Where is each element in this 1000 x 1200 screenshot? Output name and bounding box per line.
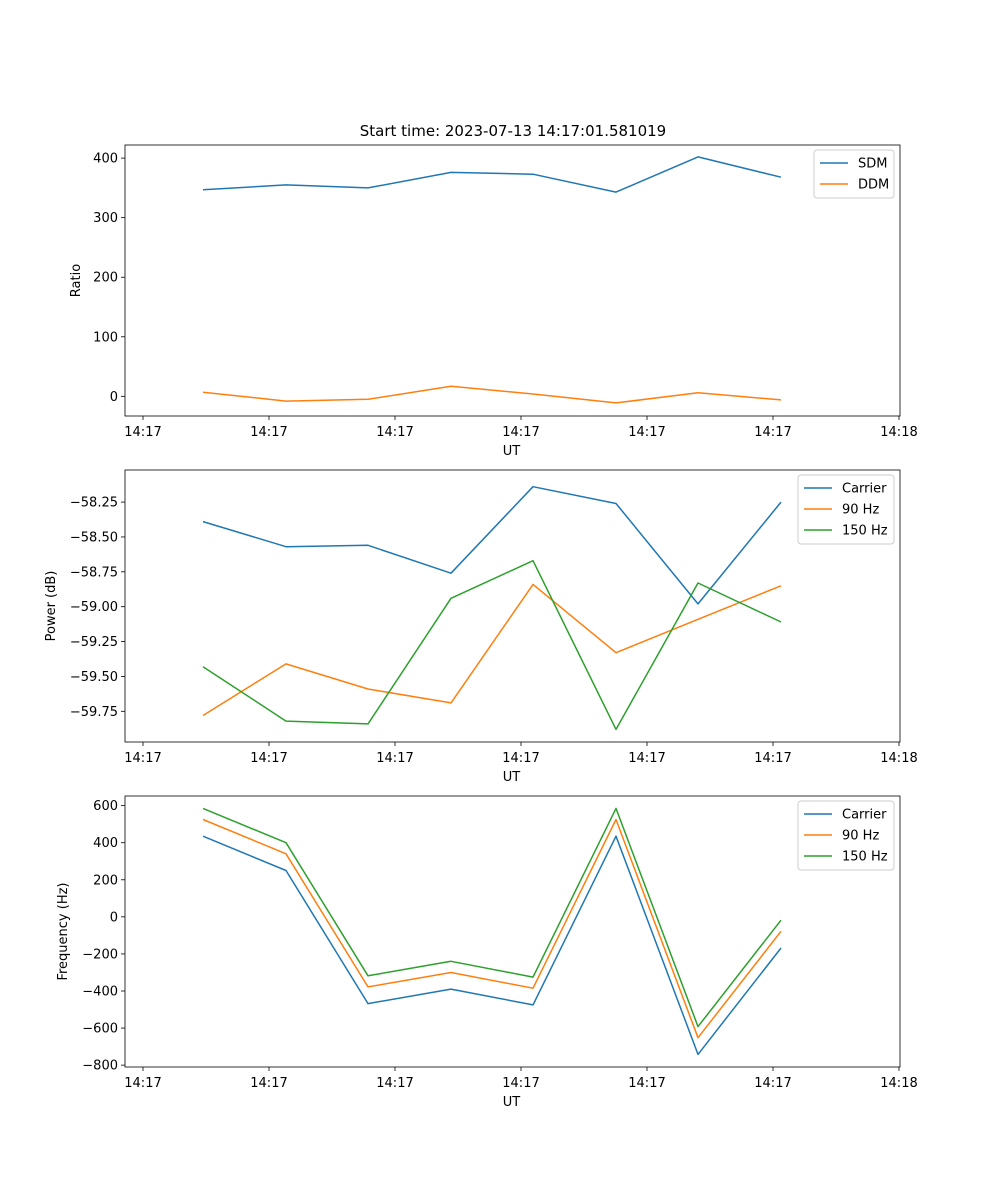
series-line-2-1 <box>202 485 782 605</box>
x-tick-label: 14:17 <box>754 425 791 440</box>
x-axis-label: UT <box>503 1095 521 1110</box>
y-axis-label: Power (dB) <box>44 571 59 642</box>
series-line-3-3 <box>202 807 782 1028</box>
series-line-3-1 <box>202 835 782 1056</box>
x-tick-label: 14:17 <box>376 425 413 440</box>
y-tick-label: 400 <box>93 152 118 167</box>
y-tick-label: 400 <box>93 836 118 851</box>
legend-label: 90 Hz <box>842 829 879 844</box>
y-tick-label: −58.75 <box>70 565 118 580</box>
x-tick-label: 14:17 <box>250 751 287 766</box>
x-tick-label: 14:17 <box>376 751 413 766</box>
axes-frame <box>124 469 901 743</box>
x-tick-label: 14:17 <box>124 425 161 440</box>
charts-container: 14:17 14:17 14:17 14:17 14:17 14:17 14:18 0 100 2… <box>44 144 918 1110</box>
chart-1: 14:17 14:17 14:17 14:17 14:17 14:17 14:18 0 100 2… <box>69 144 918 459</box>
axes-frame <box>124 795 901 1068</box>
y-tick-label: −59.75 <box>70 705 118 720</box>
legend-label: 90 Hz <box>842 503 879 518</box>
x-tick-label: 14:18 <box>880 751 917 766</box>
legend-label: 150 Hz <box>842 524 888 539</box>
x-tick-label: 14:17 <box>124 1076 161 1091</box>
series-line-2-2 <box>202 583 782 717</box>
x-tick-label: 14:18 <box>880 425 917 440</box>
y-tick-label: 300 <box>93 211 118 226</box>
x-tick-label: 14:17 <box>628 425 665 440</box>
y-tick-label: −59.50 <box>70 670 118 685</box>
y-tick-label: 200 <box>93 271 118 286</box>
x-tick-label: 14:17 <box>124 751 161 766</box>
x-tick-label: 14:17 <box>502 751 539 766</box>
x-tick-label: 14:17 <box>250 425 287 440</box>
x-tick-label: 14:17 <box>754 1076 791 1091</box>
series-line-1-2 <box>202 385 782 404</box>
legend: Carrier 90 Hz 150 Hz <box>797 474 895 545</box>
legend-label: SDM <box>858 157 887 172</box>
legend-label: Carrier <box>842 482 887 497</box>
y-tick-label: 0 <box>110 910 118 925</box>
x-tick-label: 14:17 <box>628 751 665 766</box>
y-tick-label: −200 <box>82 947 118 962</box>
y-tick-label: 100 <box>93 330 118 345</box>
y-tick-label: −59.00 <box>70 600 118 615</box>
x-tick-label: 14:17 <box>502 425 539 440</box>
x-tick-label: 14:17 <box>502 1076 539 1091</box>
y-tick-label: −58.50 <box>70 530 118 545</box>
legend: SDM DDM <box>813 149 895 199</box>
y-tick-label: −59.25 <box>70 635 118 650</box>
series-line-1-1 <box>202 156 782 193</box>
x-tick-label: 14:18 <box>880 1076 917 1091</box>
legend-box <box>797 800 895 871</box>
legend-label: Carrier <box>842 808 887 823</box>
y-tick-label: 600 <box>93 799 118 814</box>
legend-box <box>813 149 895 199</box>
axes-frame <box>124 144 901 417</box>
x-tick-label: 14:17 <box>754 751 791 766</box>
y-tick-label: 200 <box>93 873 118 888</box>
x-tick-label: 14:17 <box>628 1076 665 1091</box>
y-axis-label: Ratio <box>69 264 84 297</box>
x-tick-label: 14:17 <box>376 1076 413 1091</box>
chart-3: 14:17 14:17 14:17 14:17 14:17 14:17 14:18 −800 −… <box>56 795 918 1110</box>
x-tick-label: 14:17 <box>250 1076 287 1091</box>
x-axis-label: UT <box>503 444 521 459</box>
legend-label: 150 Hz <box>842 850 888 865</box>
legend-label: DDM <box>858 178 889 193</box>
y-tick-label: −800 <box>82 1059 118 1074</box>
series-line-2-3 <box>202 559 782 731</box>
figure-title: Start time: 2023-07-13 14:17:01.581019 <box>360 122 666 140</box>
x-axis-label: UT <box>503 770 521 785</box>
series-line-3-2 <box>202 818 782 1039</box>
legend-box <box>797 474 895 545</box>
y-tick-label: −400 <box>82 985 118 1000</box>
y-tick-label: −58.25 <box>70 496 118 511</box>
legend: Carrier 90 Hz 150 Hz <box>797 800 895 871</box>
y-tick-label: 0 <box>110 390 118 405</box>
chart-2: 14:17 14:17 14:17 14:17 14:17 14:17 14:18 −59.7… <box>44 469 918 785</box>
y-axis-label: Frequency (Hz) <box>56 882 71 980</box>
y-tick-label: −600 <box>82 1022 118 1037</box>
